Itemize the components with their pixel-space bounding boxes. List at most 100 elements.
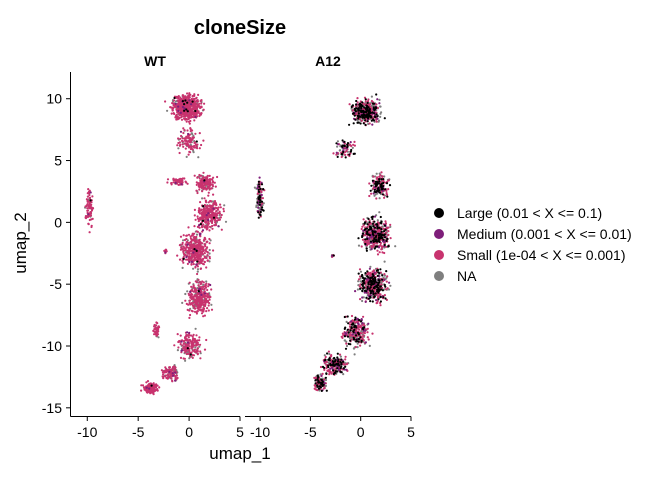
data-point-small (188, 294, 191, 297)
data-point-small (168, 366, 171, 369)
data-point-small (383, 251, 386, 255)
data-point-small (206, 204, 210, 208)
data-point-large (344, 347, 348, 350)
data-point-small (370, 244, 373, 247)
data-point-small (165, 250, 168, 253)
data-point-small (187, 153, 190, 156)
data-point-small (189, 139, 193, 142)
data-point-small (195, 96, 198, 99)
data-point-large (371, 300, 374, 303)
data-point-large (182, 257, 185, 260)
data-point-small (188, 299, 191, 302)
data-point-small (179, 343, 182, 346)
data-point-small (182, 245, 185, 248)
data-point-large (332, 364, 335, 367)
data-point-small (186, 258, 189, 261)
data-point-small (328, 369, 331, 372)
data-point-na (208, 252, 211, 255)
data-point-small (363, 332, 366, 335)
data-point-small (204, 177, 207, 180)
data-point-small (198, 302, 201, 305)
data-point-large (340, 363, 343, 366)
data-point-large (336, 155, 339, 158)
data-point-large (324, 376, 327, 379)
data-point-small (189, 355, 192, 358)
data-point-small (192, 114, 196, 117)
data-point-na (210, 303, 213, 306)
data-point-large (343, 315, 346, 319)
data-point-large (383, 234, 386, 237)
data-point-small (180, 139, 184, 142)
data-point-medium (168, 370, 171, 373)
data-point-small (190, 108, 193, 111)
data-point-large (349, 150, 352, 153)
data-point-small (197, 250, 200, 253)
data-point-small (205, 310, 208, 313)
data-point-small (178, 141, 181, 144)
data-point-small (186, 182, 189, 185)
data-point-small (214, 221, 217, 224)
data-point-small (213, 202, 217, 205)
data-point-large (361, 110, 364, 113)
data-point-small (199, 357, 202, 360)
data-point-small (192, 301, 195, 304)
data-point-small (184, 335, 188, 338)
data-point-small (182, 127, 185, 130)
data-point-small (384, 220, 387, 223)
data-point-small (199, 235, 202, 238)
data-point-large (379, 285, 382, 288)
data-point-small (194, 218, 197, 221)
data-point-small (199, 258, 202, 261)
data-point-large (361, 235, 364, 239)
data-point-small (188, 243, 191, 246)
data-point-small (375, 120, 378, 123)
data-point-large (320, 389, 323, 392)
data-point-small (196, 191, 199, 195)
data-point-small (177, 340, 180, 344)
data-point-na (394, 245, 397, 248)
data-point-small (205, 187, 209, 190)
data-point-small (379, 174, 382, 177)
chart-title: cloneSize (194, 17, 286, 39)
data-point-large (259, 187, 262, 190)
data-point-large (349, 329, 352, 332)
data-point-large (339, 367, 342, 370)
data-point-medium (329, 367, 332, 370)
data-point-medium (186, 331, 189, 334)
data-point-large (371, 222, 375, 225)
data-point-large (325, 389, 328, 392)
data-point-large (260, 208, 263, 211)
data-point-na (208, 248, 211, 252)
data-point-na (372, 184, 375, 187)
data-point-large (183, 103, 186, 106)
facet-a12-points (253, 93, 397, 392)
data-point-small (210, 217, 213, 220)
data-point-small (192, 102, 195, 105)
data-point-large (371, 229, 374, 233)
data-point-large (361, 101, 364, 104)
data-point-small (193, 174, 196, 177)
data-point-large (366, 230, 369, 233)
facet-label-wt: WT (144, 53, 166, 69)
data-point-small (198, 132, 201, 135)
data-point-small (201, 262, 204, 265)
data-point-large (359, 102, 362, 106)
data-point-small (180, 103, 183, 106)
data-point-small (353, 140, 356, 143)
data-point-small (184, 247, 187, 250)
data-point-large (365, 249, 368, 252)
data-point-na (223, 204, 226, 207)
data-point-large (357, 272, 360, 275)
data-point-small (199, 267, 203, 270)
data-point-small (202, 171, 205, 174)
data-point-small (206, 227, 209, 230)
data-point-medium (205, 214, 208, 217)
data-point-small (153, 325, 156, 328)
data-point-small (171, 109, 174, 112)
data-point-small (153, 386, 156, 389)
data-point-medium (190, 103, 193, 106)
data-point-large (336, 356, 339, 359)
data-point-medium (185, 255, 188, 259)
data-point-small (200, 102, 203, 105)
data-point-small (375, 197, 378, 200)
